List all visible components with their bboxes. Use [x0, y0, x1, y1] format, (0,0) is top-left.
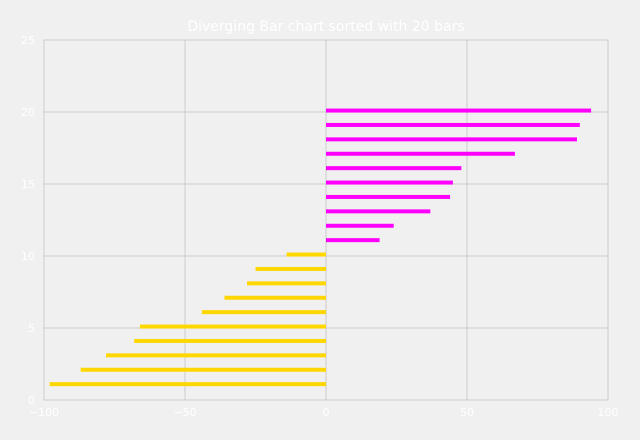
- bar-15: [326, 180, 453, 185]
- y-axis-ticks: 0 5 10 15 20 25: [21, 34, 35, 407]
- x-tick-label: 0: [323, 406, 330, 419]
- y-tick-label: 10: [21, 250, 35, 263]
- y-tick-label: 5: [28, 322, 35, 335]
- x-tick-label: 100: [598, 406, 619, 419]
- grid-lines: [43, 39, 609, 401]
- bar-3: [106, 353, 326, 358]
- y-tick-label: 0: [28, 394, 35, 407]
- bar-5: [139, 324, 326, 329]
- bar-13: [326, 209, 431, 214]
- bar-4: [134, 338, 326, 343]
- y-tick-label: 25: [21, 34, 35, 47]
- bar-2: [80, 367, 326, 372]
- bars: [49, 108, 592, 387]
- x-axis-ticks: −100 −50 0 50 100: [29, 406, 619, 419]
- bar-18: [326, 137, 577, 142]
- bar-1: [49, 382, 326, 387]
- x-tick-label: 50: [460, 406, 474, 419]
- bar-17: [326, 151, 515, 156]
- bar-10: [286, 252, 326, 257]
- chart-title: Diverging Bar chart sorted with 20 bars: [187, 19, 464, 35]
- bar-12: [326, 223, 394, 228]
- bar-19: [326, 122, 580, 127]
- bar-20: [326, 108, 592, 113]
- bar-6: [201, 310, 326, 315]
- x-tick-label: −50: [173, 406, 196, 419]
- bar-7: [224, 295, 326, 300]
- x-tick-label: −100: [29, 406, 59, 419]
- bar-8: [247, 281, 326, 286]
- y-tick-label: 20: [21, 106, 35, 119]
- bar-14: [326, 194, 451, 199]
- bar-9: [255, 266, 326, 271]
- bar-11: [326, 238, 380, 243]
- y-tick-label: 15: [21, 178, 35, 191]
- bar-16: [326, 166, 462, 171]
